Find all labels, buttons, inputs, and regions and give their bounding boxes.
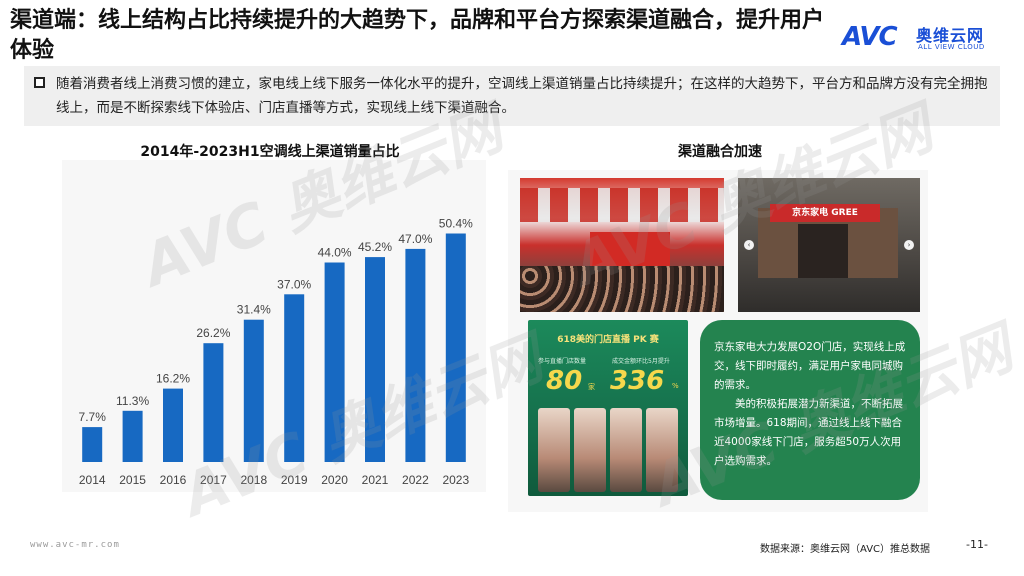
- x-tick-2018: 2018: [240, 473, 267, 487]
- data-label-2017: 26.2%: [196, 326, 230, 340]
- store-door: [798, 224, 848, 278]
- channel-fusion-textbox: 京东家电大力发展O2O门店，实现线上成交，线下即时履约，满足用户家电同城购的需求…: [700, 320, 920, 500]
- chevron-right-icon[interactable]: ›: [904, 240, 914, 250]
- x-tick-2019: 2019: [281, 473, 308, 487]
- poster-label-stores: 参与直播门店数量: [538, 358, 587, 365]
- bar-2015: [122, 410, 143, 462]
- data-label-2016: 16.2%: [156, 372, 190, 386]
- midea-channel-paragraph: 美的积极拓展潜力新渠道，不断拓展市场增量。618期间，通过线上线下融合近4000…: [714, 398, 903, 467]
- bar-2017: [203, 343, 224, 462]
- mall-crowd-photo: [520, 178, 724, 312]
- poster-store-unit: 家: [588, 383, 595, 391]
- x-tick-2023: 2023: [442, 473, 469, 487]
- x-tick-2021: 2021: [362, 473, 389, 487]
- poster-phone-screens: [538, 408, 678, 492]
- data-label-2015: 11.3%: [116, 394, 149, 408]
- intro-text: 随着消费者线上消费习惯的建立，家电线上线下服务一体化水平的提升，空调线上渠道销量…: [56, 76, 988, 116]
- logo-cn-text: 奥维云网: [916, 26, 985, 45]
- footer-url: www.avc-mr.com: [30, 540, 120, 550]
- poster-store-count: 80: [546, 366, 583, 396]
- data-label-2022: 47.0%: [398, 232, 432, 246]
- bar-2014: [82, 427, 103, 462]
- data-label-2018: 31.4%: [237, 303, 271, 317]
- bar-2023: [445, 233, 466, 462]
- bar-chart: 7.7% 2014 11.3% 2015 16.2% 2016 26.2% 2017 31.4%…: [79, 217, 474, 488]
- bar-2018: [243, 319, 264, 462]
- x-tick-2014: 2014: [79, 473, 106, 487]
- logo-en-text: ALL VIEW CLOUD: [918, 43, 985, 51]
- mall-banner: [520, 188, 724, 222]
- data-label-2023: 50.4%: [439, 217, 473, 231]
- jd-o2o-paragraph: 京东家电大力发展O2O门店，实现线上成交，线下即时履约，满足用户家电同城购的需求…: [714, 341, 906, 391]
- bar-2016: [163, 388, 183, 462]
- intro-box: 随着消费者线上消费习惯的建立，家电线上线下服务一体化水平的提升，空调线上渠道销量…: [24, 66, 1000, 126]
- poster-growth-value: 336: [610, 366, 665, 396]
- poster-label-growth: 成交金额环比5月提升: [612, 358, 670, 365]
- chevron-left-icon[interactable]: ‹: [744, 240, 754, 250]
- bar-2019: [284, 294, 305, 462]
- bar-2021: [365, 257, 385, 462]
- data-source-note: 数据来源：奥维云网（AVC）推总数据: [760, 544, 931, 555]
- chart-panel: 7.7% 2014 11.3% 2015 16.2% 2016 26.2% 2017 31.4%…: [62, 160, 486, 492]
- data-label-2014: 7.7%: [79, 410, 107, 424]
- avc-logo: AVC 奥维云网 ALL VIEW CLOUD: [842, 20, 1002, 56]
- x-tick-2017: 2017: [200, 473, 227, 487]
- x-tick-2022: 2022: [402, 473, 429, 487]
- data-label-2020: 44.0%: [318, 246, 352, 260]
- bar-2020: [324, 262, 345, 462]
- mall-crowd: [520, 266, 724, 312]
- x-tick-2015: 2015: [119, 473, 146, 487]
- mall-stage: [590, 232, 670, 272]
- page-title: 渠道端：线上结构占比持续提升的大趋势下，品牌和平台方探索渠道融合，提升用户体验: [10, 8, 825, 63]
- live-stream-poster: 618美的门店直播 PK 赛 参与直播门店数量 成交金额环比5月提升 80 家 …: [528, 320, 688, 496]
- x-tick-2016: 2016: [160, 473, 187, 487]
- phone-screen-image: [538, 408, 570, 492]
- chart-title: 2014年-2023H1空调线上渠道销量占比: [140, 144, 400, 160]
- channel-fusion-title: 渠道融合加速: [678, 144, 762, 160]
- phone-screen-image: [574, 408, 606, 492]
- phone-screen-image: [646, 408, 678, 492]
- bar-2022: [405, 248, 426, 462]
- page-number: -11-: [966, 538, 988, 551]
- square-bullet-icon: [34, 77, 45, 88]
- logo-mark: AVC: [842, 22, 898, 52]
- poster-growth-unit: %: [672, 382, 679, 390]
- store-sign: 京东家电 GREE: [770, 204, 880, 222]
- x-tick-2020: 2020: [321, 473, 348, 487]
- data-label-2019: 37.0%: [277, 277, 311, 291]
- phone-screen-image: [610, 408, 642, 492]
- poster-title: 618美的门店直播 PK 赛: [557, 335, 659, 345]
- data-label-2021: 45.2%: [358, 240, 392, 254]
- store-front-photo: 京东家电 GREE ‹ ›: [738, 178, 920, 312]
